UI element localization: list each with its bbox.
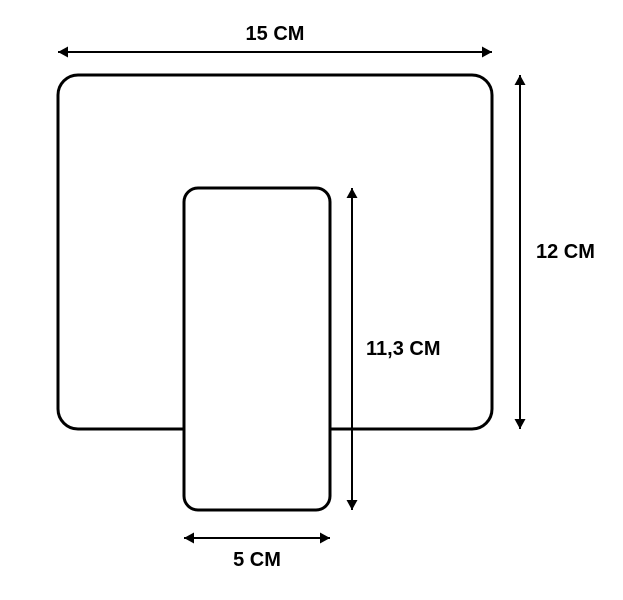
dim-bottom-label: 5 CM xyxy=(233,549,281,571)
dim-bottom-arrow xyxy=(184,533,330,544)
dim-right-arrow xyxy=(515,75,526,429)
inner-rect xyxy=(184,188,330,510)
dim-top-label: 15 CM xyxy=(246,23,305,45)
dim-top-arrow xyxy=(58,47,492,58)
dim-inner-height-label: 11,3 CM xyxy=(366,338,440,360)
dimension-diagram: 15 CM 12 CM 11,3 CM 5 CM xyxy=(0,0,623,600)
dim-right-label: 12 CM xyxy=(536,241,595,263)
